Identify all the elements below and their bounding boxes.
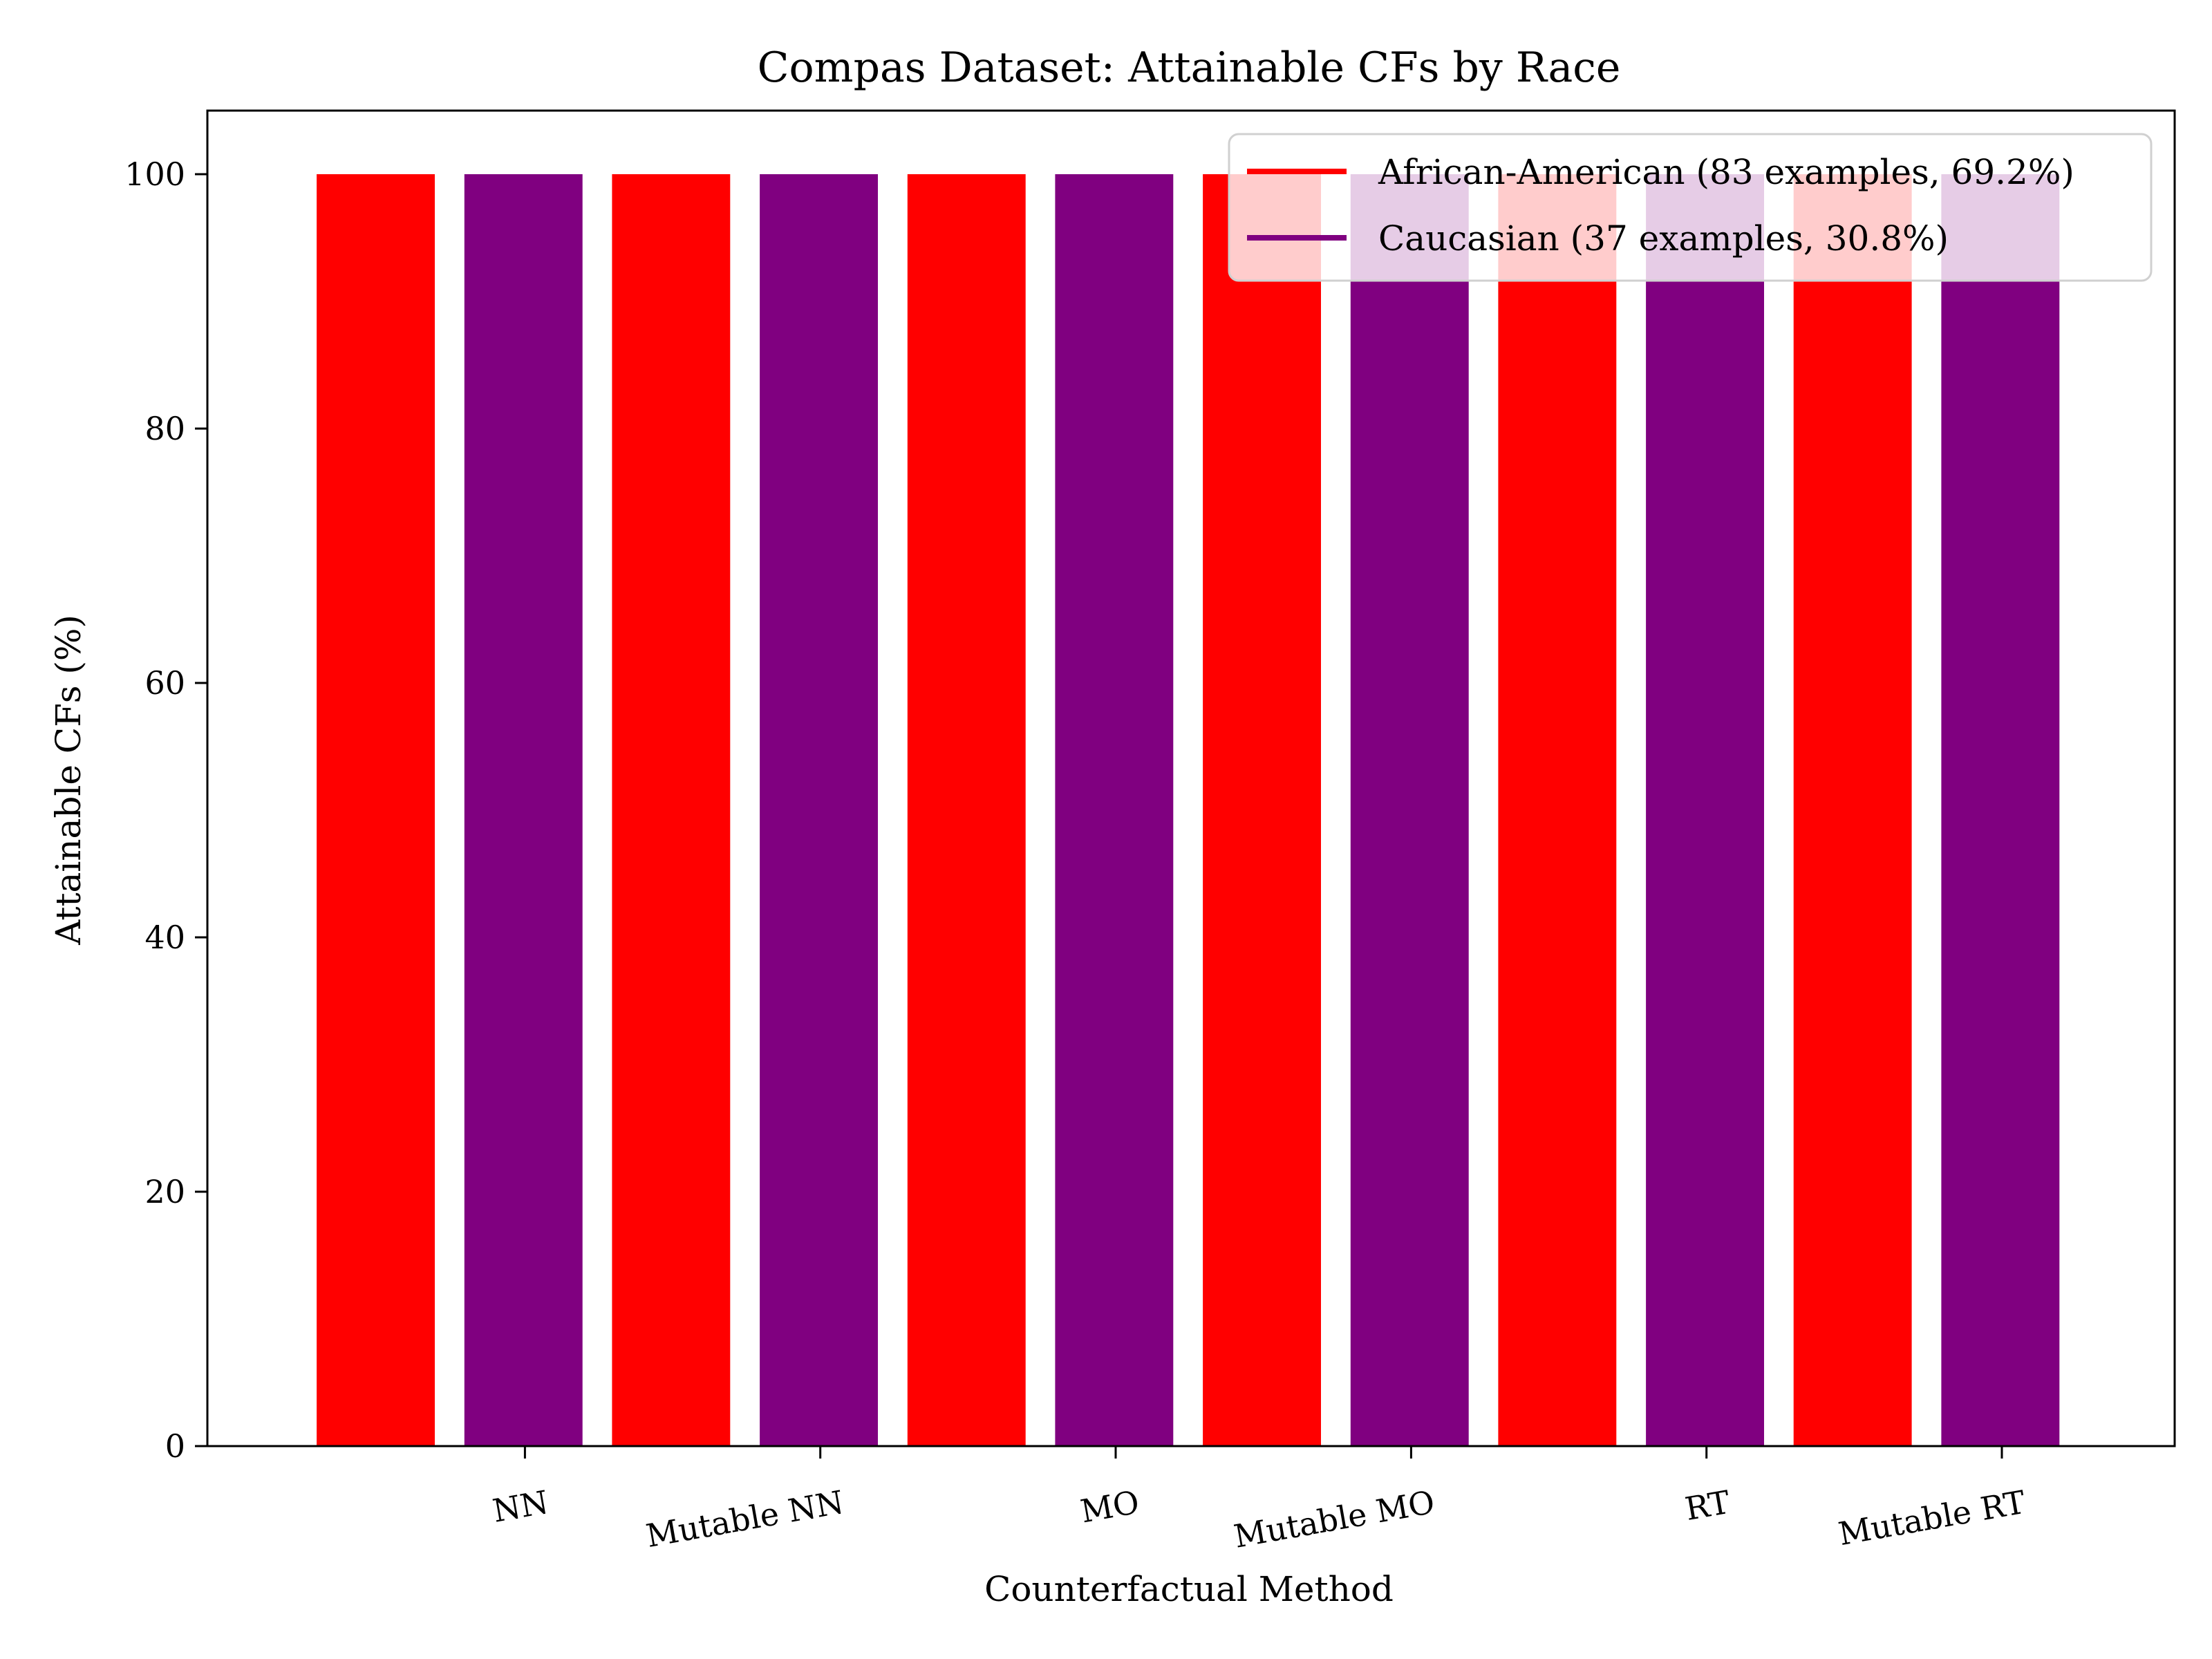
bar-caucasian-mutable-mo [1350, 174, 1469, 1446]
bar-african-american-mutable-nn [612, 174, 731, 1446]
chart-title: Compas Dataset: Attainable CFs by Race [758, 44, 1621, 92]
bar-african-american-mutable-rt [1793, 174, 1912, 1446]
y-tick-label: 100 [124, 156, 185, 193]
bar-african-american-mo [907, 174, 1026, 1446]
bar-caucasian-nn [464, 174, 583, 1446]
bar-caucasian-mo [1055, 174, 1174, 1446]
axes-layer [206, 109, 2176, 1447]
legend-frame [1228, 133, 2153, 282]
y-tick-label: 20 [144, 1173, 185, 1210]
bar-african-american-rt [1498, 174, 1617, 1446]
bar-african-american-nn [317, 174, 435, 1446]
bar-caucasian-rt [1646, 174, 1764, 1446]
plot-frame [206, 109, 2176, 1447]
bar-caucasian-mutable-nn [760, 174, 878, 1446]
y-tick-label: 80 [144, 410, 185, 447]
x-tick-label: RT [1683, 1483, 1733, 1528]
legend: African-American (83 examples, 69.2%) Ca… [1228, 133, 2153, 282]
bar-african-american-mutable-mo [1203, 174, 1321, 1446]
y-axis-label: Attainable CFs (%) [48, 615, 88, 946]
legend-label-african-american: African-American (83 examples, 69.2%) [1378, 152, 2074, 192]
y-tick-label: 40 [144, 919, 185, 956]
bars-layer [317, 174, 2060, 1446]
y-tick-label: 0 [165, 1427, 185, 1465]
legend-label-caucasian: Caucasian (37 examples, 30.8%) [1378, 218, 1949, 259]
bar-caucasian-mutable-rt [1941, 174, 2060, 1446]
x-axis-label: Counterfactual Method [984, 1569, 1394, 1609]
y-tick-label: 60 [144, 664, 185, 702]
